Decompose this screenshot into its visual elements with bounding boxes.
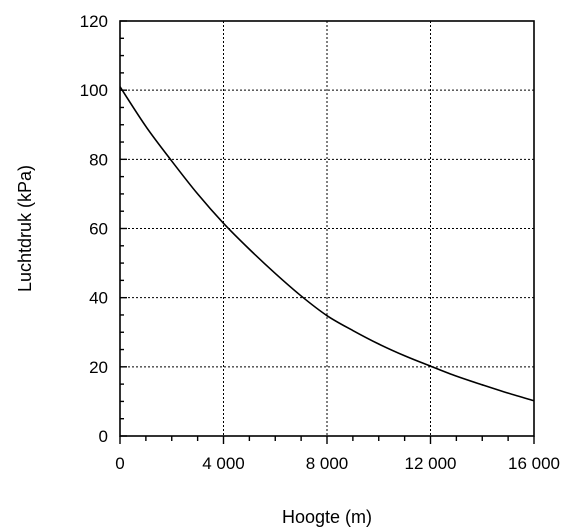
y-tick-label: 0: [99, 427, 108, 446]
x-tick-label: 12 000: [405, 454, 457, 473]
y-tick-label: 120: [80, 12, 108, 31]
y-tick-label: 20: [89, 358, 108, 377]
x-tick-label: 4 000: [202, 454, 245, 473]
x-tick-label: 0: [115, 454, 124, 473]
series-line: [119, 86, 535, 402]
x-tick-label: 8 000: [306, 454, 349, 473]
tick-labels: 0 4 000 8 000 12 000 16 000 0 20 40 60 80 100 120: [80, 12, 560, 473]
grid-lines: [120, 21, 534, 436]
y-axis-label: Luchtdruk (kPa): [15, 165, 35, 292]
axis-ticks: [119, 20, 535, 444]
y-tick-label: 100: [80, 81, 108, 100]
x-axis-label: Hoogte (m): [282, 507, 372, 527]
y-tick-label: 40: [89, 289, 108, 308]
y-tick-label: 60: [89, 220, 108, 239]
x-tick-label: 16 000: [508, 454, 560, 473]
y-tick-label: 80: [89, 150, 108, 169]
